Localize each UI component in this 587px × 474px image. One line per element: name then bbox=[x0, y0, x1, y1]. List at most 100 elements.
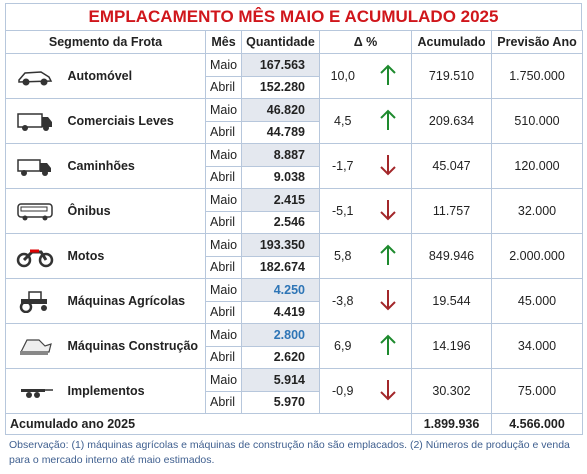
month: Maio bbox=[205, 368, 242, 392]
quantity: 44.789 bbox=[241, 120, 320, 144]
arrow-icon bbox=[380, 199, 396, 220]
vehicle-icon bbox=[17, 112, 52, 131]
vehicle-icon bbox=[19, 338, 52, 355]
quantity: 5.914 bbox=[241, 368, 320, 392]
data-row: Abril 182.674 bbox=[6, 255, 583, 279]
arrow-icon bbox=[380, 64, 396, 85]
arrow-icon bbox=[380, 334, 396, 355]
delta: 5,8 bbox=[319, 233, 366, 279]
trend-arrow bbox=[365, 323, 413, 369]
month: Abril bbox=[205, 210, 242, 234]
vehicle-icon-cell bbox=[5, 53, 64, 99]
data-row: Motos Maio 193.350 5,8 849.946 2.000.000 bbox=[5, 233, 584, 279]
forecast: 32.000 bbox=[491, 188, 584, 234]
segment: Ônibus bbox=[63, 188, 206, 234]
segment: Comerciais Leves bbox=[63, 98, 206, 144]
header-cell: Acumulado bbox=[411, 30, 493, 54]
vehicle-icon bbox=[20, 388, 53, 398]
forecast: 75.000 bbox=[491, 368, 584, 414]
title: EMPLACAMENTO MÊS MAIO E ACUMULADO 2025 bbox=[5, 3, 582, 30]
trend-arrow bbox=[365, 368, 413, 414]
month: Abril bbox=[205, 390, 242, 414]
delta: -5,1 bbox=[319, 188, 366, 234]
total-accumulated: 1.899.936 bbox=[411, 413, 493, 435]
quantity: 4.419 bbox=[241, 300, 320, 324]
delta: -1,7 bbox=[319, 143, 366, 189]
segment: Máquinas Agrícolas bbox=[63, 278, 206, 324]
arrow-icon bbox=[380, 109, 396, 130]
forecast: 45.000 bbox=[491, 278, 584, 324]
segment: Automóvel bbox=[63, 53, 206, 99]
forecast: 1.750.000 bbox=[491, 53, 584, 99]
arrow-icon bbox=[380, 379, 396, 400]
header-row: Segmento da Frota Mês Quantidade Δ % Acu… bbox=[5, 30, 584, 54]
vehicle-icon-cell bbox=[5, 143, 64, 189]
quantity: 5.970 bbox=[241, 390, 320, 414]
vehicle-icon bbox=[17, 158, 51, 176]
quantity: 2.800 bbox=[241, 323, 320, 347]
segment: Implementos bbox=[63, 368, 206, 414]
month: Maio bbox=[205, 188, 242, 212]
arrow-icon bbox=[380, 244, 396, 265]
table-panel: EMPLACAMENTO MÊS MAIO E ACUMULADO 2025 S… bbox=[4, 3, 584, 468]
month: Abril bbox=[205, 120, 242, 144]
forecast: 510.000 bbox=[491, 98, 584, 144]
month: Maio bbox=[205, 53, 242, 77]
vehicle-icon bbox=[19, 290, 47, 313]
forecast: 34.000 bbox=[491, 323, 584, 369]
accumulated: 719.510 bbox=[411, 53, 493, 99]
month: Maio bbox=[205, 278, 242, 302]
forecast: 2.000.000 bbox=[491, 233, 584, 279]
header-cell: Quantidade bbox=[241, 30, 320, 54]
vehicle-icon-cell bbox=[5, 188, 64, 234]
data-row: Abril 9.038 bbox=[6, 165, 583, 189]
vehicle-icon bbox=[17, 202, 53, 220]
arrow-icon bbox=[380, 154, 396, 175]
vehicle-icon-cell bbox=[5, 323, 64, 369]
vehicle-icon-cell bbox=[5, 98, 64, 144]
vehicle-icon-cell bbox=[5, 278, 64, 324]
accumulated: 30.302 bbox=[411, 368, 493, 414]
quantity: 152.280 bbox=[241, 75, 320, 99]
total-forecast: 4.566.000 bbox=[491, 413, 584, 435]
month: Abril bbox=[205, 255, 242, 279]
delta: 4,5 bbox=[319, 98, 366, 144]
quantity: 2.620 bbox=[241, 345, 320, 369]
delta: -0,9 bbox=[319, 368, 366, 414]
page: EMPLACAMENTO MÊS MAIO E ACUMULADO 2025 S… bbox=[0, 3, 587, 474]
segment: Caminhões bbox=[63, 143, 206, 189]
trend-arrow bbox=[365, 188, 413, 234]
accumulated: 19.544 bbox=[411, 278, 493, 324]
delta: 10,0 bbox=[319, 53, 366, 99]
trend-arrow bbox=[365, 143, 413, 189]
trend-arrow bbox=[365, 278, 413, 324]
segment: Motos bbox=[63, 233, 206, 279]
data-row: Máquinas Construção Maio 2.800 6,9 14.196 34.… bbox=[5, 323, 584, 369]
data-row: Abril 44.789 bbox=[6, 120, 583, 144]
data-row: Caminhões Maio 8.887 -1,7 45.047 120.000 bbox=[5, 143, 584, 189]
month: Maio bbox=[205, 323, 242, 347]
header-cell: Δ % bbox=[318, 30, 413, 54]
month: Abril bbox=[205, 345, 242, 369]
vehicle-icon bbox=[16, 249, 53, 267]
accumulated: 14.196 bbox=[411, 323, 493, 369]
month: Abril bbox=[205, 300, 242, 324]
trend-arrow bbox=[365, 98, 413, 144]
accumulated: 209.634 bbox=[411, 98, 493, 144]
arrow-icon bbox=[380, 289, 396, 310]
data-row: Comerciais Leves Maio 46.820 4,5 209.634 510.… bbox=[5, 98, 584, 144]
table: Segmento da Frota Mês Quantidade Δ % Acu… bbox=[4, 30, 584, 435]
total-row: Acumulado ano 2025 1.899.936 4.566.000 bbox=[4, 413, 584, 435]
trend-arrow bbox=[365, 53, 413, 99]
delta: -3,8 bbox=[319, 278, 366, 324]
header-cell: Previsão Ano bbox=[491, 30, 584, 54]
data-row: Abril 2.620 bbox=[6, 345, 583, 369]
trend-arrow bbox=[365, 233, 413, 279]
month: Maio bbox=[205, 233, 242, 257]
quantity: 9.038 bbox=[241, 165, 320, 189]
quantity: 46.820 bbox=[241, 98, 320, 122]
header-cell: Segmento da Frota bbox=[5, 30, 206, 54]
month: Abril bbox=[205, 75, 242, 99]
accumulated: 11.757 bbox=[411, 188, 493, 234]
quantity: 167.563 bbox=[241, 53, 320, 77]
